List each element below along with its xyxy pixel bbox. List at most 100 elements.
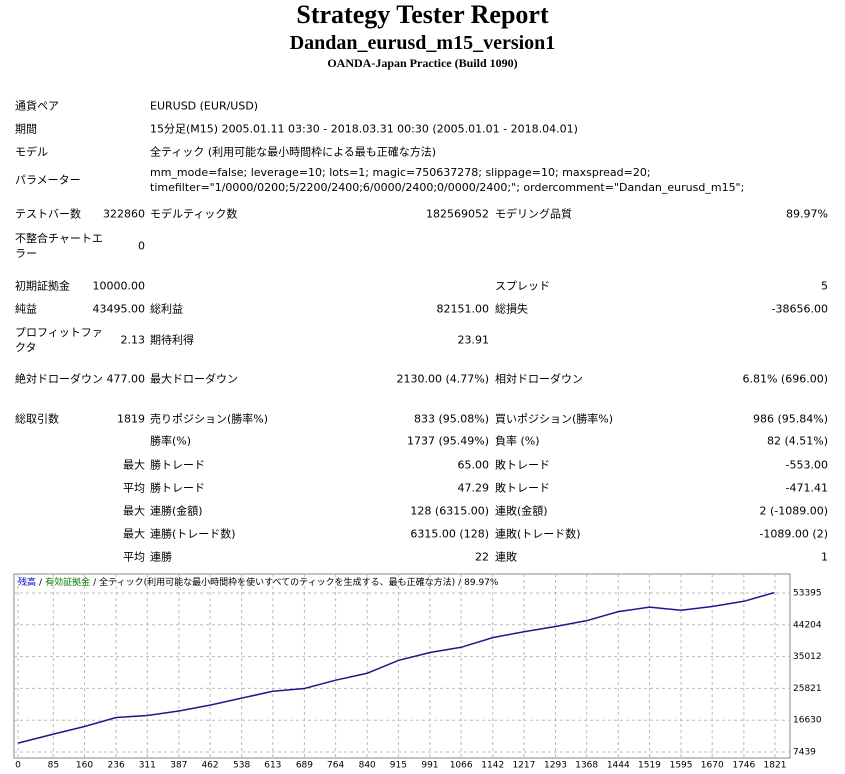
stat-value: 82 (4.51%) — [766, 434, 828, 448]
x-tick-label: 1595 — [670, 761, 693, 771]
stat-value: 65.00 — [457, 458, 490, 472]
legend-separator: / — [458, 578, 462, 588]
x-tick-label: 1746 — [732, 761, 755, 771]
x-tick-label: 462 — [201, 761, 218, 771]
stat-label: 総取引数 — [15, 412, 59, 426]
stat-value: 10000.00 — [92, 279, 146, 293]
info-value-line: 全ティック (利用可能な最小時間枠による最も正確な方法) — [150, 145, 437, 159]
stat-value: 1 — [821, 550, 828, 564]
stat-label: 初期証拠金 — [15, 279, 70, 293]
stat-label: 敗トレード — [495, 458, 550, 472]
info-value-line: timefilter="1/0000/0200;5/2200/2400;6/00… — [150, 181, 745, 194]
y-tick-label: 35012 — [793, 652, 822, 662]
stat-value: 23.91 — [457, 333, 490, 347]
x-tick-label: 236 — [108, 761, 125, 771]
x-tick-label: 85 — [48, 761, 59, 771]
stat-value: 322860 — [103, 207, 145, 221]
stat-value: 89.97% — [786, 207, 828, 221]
stat-label: 勝率(%) — [150, 434, 192, 448]
x-tick-label: 1217 — [512, 761, 535, 771]
stat-value: 128 (6315.00) — [410, 504, 489, 518]
legend-entry: 有効証拠金 — [45, 576, 90, 588]
x-tick-label: 1142 — [481, 761, 504, 771]
stat-value: 182569052 — [426, 207, 489, 221]
legend-quality: 89.97% — [464, 578, 499, 588]
stat-label: 負率 (%) — [495, 434, 540, 448]
x-tick-label: 1821 — [764, 761, 787, 771]
stat-value: 最大 — [123, 527, 145, 541]
stat-value: 82151.00 — [436, 302, 490, 316]
y-tick-label: 44204 — [793, 620, 822, 630]
stat-label: 連勝 — [150, 550, 172, 564]
subtitle: Dandan_eurusd_m15_version1 — [289, 32, 556, 54]
stat-label: 連勝(トレード数) — [150, 527, 236, 541]
stat-value: -553.00 — [785, 458, 828, 472]
stat-value: 2 (-1089.00) — [759, 504, 828, 518]
stat-value: 平均 — [123, 550, 145, 564]
stat-value: 平均 — [123, 481, 145, 495]
balance-line — [17, 591, 775, 744]
stat-label: 総利益 — [150, 302, 183, 316]
info-value: 全ティック (利用可能な最小時間枠による最も正確な方法) — [150, 145, 436, 160]
info-value-line: EURUSD (EUR/USD) — [150, 99, 259, 113]
stat-value: 0 — [138, 239, 145, 253]
stat-value: 986 (95.84%) — [752, 412, 828, 426]
stat-label: 不整合チャートエラー — [15, 232, 103, 260]
x-tick-label: 613 — [264, 761, 281, 771]
stat-value: 1737 (95.49%) — [406, 434, 489, 448]
server: OANDA-Japan Practice (Build 1090) — [327, 56, 518, 70]
stat-label: 連勝(金額) — [150, 504, 203, 518]
stat-label: 勝トレード — [150, 481, 205, 495]
x-tick-label: 764 — [327, 761, 344, 771]
stat-value: 22 — [475, 550, 489, 564]
plot-frame — [13, 573, 791, 759]
stat-value: -471.41 — [785, 481, 828, 495]
stat-label: 敗トレード — [495, 481, 550, 495]
info-value: EURUSD (EUR/USD) — [150, 99, 258, 114]
stat-label: 純益 — [15, 302, 37, 316]
legend: 残高 / 有効証拠金 / 全ティック(利用可能な最小時間枠を使いすべてのティックを生成す… — [18, 576, 499, 588]
x-tick-label: 915 — [390, 761, 407, 771]
stat-value: 477.00 — [106, 372, 146, 386]
title: Strategy Tester Report — [296, 0, 549, 29]
stat-label: モデルティック数 — [150, 207, 238, 221]
x-tick-label: 311 — [139, 761, 156, 771]
info-label: パラメーター — [15, 173, 81, 187]
stat-label: テストバー数 — [15, 207, 81, 221]
x-tick-label: 387 — [170, 761, 187, 771]
stat-label: 連敗(金額) — [495, 504, 548, 518]
stat-label: モデリング品質 — [495, 207, 572, 221]
stat-label: 相対ドローダウン — [495, 372, 583, 386]
x-tick-label: 1066 — [450, 761, 473, 771]
stat-value: 47.29 — [457, 481, 490, 495]
x-tick-label: 538 — [233, 761, 250, 771]
stat-value: 最大 — [123, 504, 145, 518]
stat-label: 絶対ドローダウン — [15, 372, 103, 386]
x-tick-label: 689 — [296, 761, 313, 771]
stat-label: プロフィットファクタ — [15, 326, 103, 354]
info-label: モデル — [15, 145, 48, 159]
y-tick-label: 53395 — [793, 589, 822, 599]
y-tick-label: 25821 — [793, 684, 822, 694]
info-label: 期間 — [15, 122, 37, 136]
stat-label: 総損失 — [495, 302, 528, 316]
stat-label: 連敗(トレード数) — [495, 527, 581, 541]
stat-label: スプレッド — [495, 279, 550, 293]
stat-value: 5 — [821, 279, 828, 293]
info-value-line: 15分足(M15) 2005.01.11 03:30 - 2018.03.31 … — [150, 122, 578, 136]
stat-value: 43495.00 — [92, 302, 146, 316]
stat-value: 2130.00 (4.77%) — [396, 372, 489, 386]
y-tick-label: 7439 — [793, 748, 816, 758]
stat-value: 833 (95.08%) — [413, 412, 489, 426]
legend-separator: / — [93, 578, 97, 588]
legend-entry: 残高 — [18, 576, 36, 588]
stat-value: -1089.00 (2) — [759, 527, 828, 541]
legend-separator: / — [39, 578, 43, 588]
legend-model: 全ティック(利用可能な最小時間枠を使いすべてのティックを生成する、最も正確な方法… — [99, 576, 455, 588]
stat-value: 6315.00 (128) — [410, 527, 489, 541]
stat-label: 期待利得 — [150, 333, 194, 347]
stat-label: 最大ドローダウン — [150, 372, 238, 386]
x-tick-label: 991 — [421, 761, 438, 771]
